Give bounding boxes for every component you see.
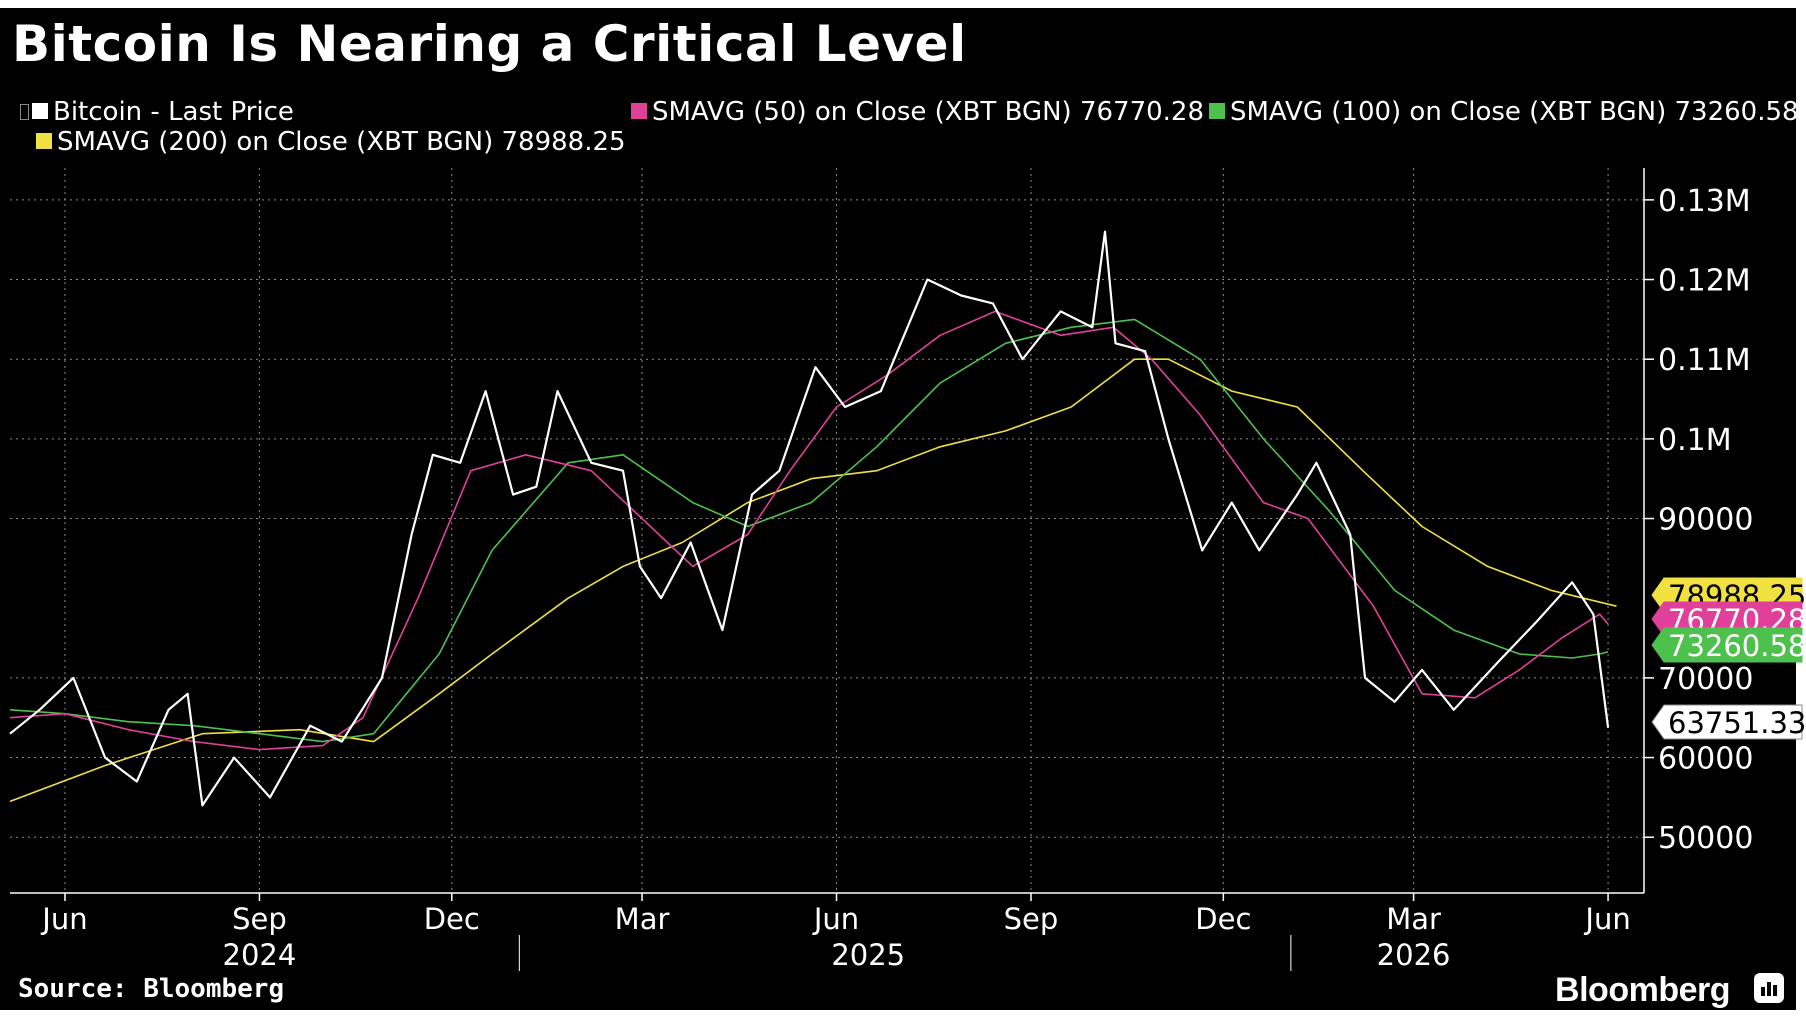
bitcoin-last-value-tag-box [1651,704,1803,740]
top-border [0,0,1806,8]
legend-label: Bitcoin - Last Price [53,97,294,127]
smavg-50-line [9,310,1609,751]
y-tick-label: 0.12M [1658,264,1751,299]
bloomberg-chart-icon [1754,973,1784,1003]
chart-title: Bitcoin Is Nearing a Critical Level [12,15,967,73]
x-tick-label: Mar [615,902,670,936]
smavg-100-value-tag: 73260.58 [1668,629,1806,663]
y-tick-label: 60000 [1658,742,1753,777]
y-tick-label: 0.1M [1658,423,1732,458]
legend-item-bitcoin-last-price: Bitcoin - Last Price [20,97,294,127]
legend-swatch [36,133,52,149]
legend-label: SMAVG (50) on Close (XBT BGN) 76770.28 [652,97,1205,127]
legend-item-smavg-200: SMAVG (200) on Close (XBT BGN) 78988.25 [36,127,626,157]
y-tick-label: 0.13M [1658,184,1751,219]
smavg-100-line [9,318,1609,743]
x-tick-label: Jun [1583,902,1630,936]
x-tick-label: Jun [812,902,859,936]
x-tick-label: Jun [40,902,87,936]
x-tick-label: Dec [1195,902,1251,936]
bitcoin-last-value-tag: 63751.33 [1668,706,1806,740]
x-tick-label: Sep [1004,902,1059,936]
bitcoin-price-line [9,230,1610,807]
smavg-100-value-tag-box [1651,627,1803,663]
legend-label: SMAVG (200) on Close (XBT BGN) 78988.25 [57,127,626,157]
right-border [1796,0,1806,1016]
x-tick-label: Sep [232,902,287,936]
y-tick-label: 70000 [1658,662,1753,697]
legend-item-smavg-50: SMAVG (50) on Close (XBT BGN) 76770.28 [631,97,1204,127]
legend-swatch [1209,103,1225,119]
bloomberg-logo: Bloomberg [1555,971,1730,1009]
x-year-label: 2026 [1377,938,1451,972]
y-tick-label: 0.11M [1658,343,1751,378]
legend-drag-icon [20,104,29,120]
legend-swatch [631,103,647,119]
legend-item-smavg-100: SMAVG (100) on Close (XBT BGN) 73260.58 [1209,97,1799,127]
x-tick-label: Dec [424,902,480,936]
x-year-label: 2025 [831,938,905,972]
x-tick-label: Mar [1386,902,1441,936]
smavg-200-line [9,358,1617,803]
legend-label: SMAVG (100) on Close (XBT BGN) 73260.58 [1230,97,1799,127]
y-tick-label: 90000 [1658,503,1753,538]
y-tick-label: 50000 [1658,821,1753,856]
legend-swatch [32,103,48,119]
x-year-label: 2024 [223,938,297,972]
source-note: Source: Bloomberg [18,974,285,1004]
bottom-border [0,1010,1806,1016]
